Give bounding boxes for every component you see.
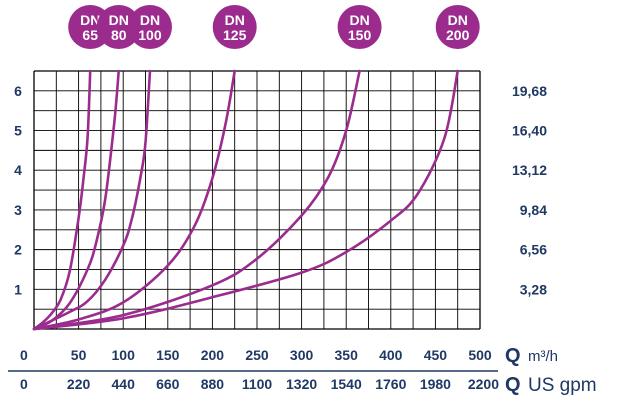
series-label-text: 150 [348, 27, 372, 43]
series-label-text: DN [140, 12, 160, 28]
x-axis-secondary-tick-label: 1980 [420, 376, 451, 392]
x-axis-primary-tick-label: 200 [201, 347, 225, 363]
series-label-text: DN [225, 12, 245, 28]
curve-dn150 [32, 69, 361, 331]
x-axis-q-symbol-secondary: Q [505, 374, 521, 396]
chart-tick-labels: 1 2 3 4 5 6 3,28 6,56 9,84 13,12 16,40 19,68 0 50 100 1… [14, 83, 547, 392]
x-axis-secondary-tick-label: 2200 [468, 376, 499, 392]
x-axis-secondary-tick-label: 0 [20, 376, 28, 392]
series-label-text: 125 [223, 27, 247, 43]
x-axis-primary-tick-label: 300 [290, 347, 314, 363]
y-axis-right-tick-label: 19,68 [512, 83, 547, 99]
y-axis-left-tick-label: 4 [14, 162, 22, 178]
curve-dn200 [32, 69, 459, 331]
x-axis-primary-tick-label: 500 [468, 347, 492, 363]
chart-curves [32, 69, 459, 331]
y-axis-right-tick-label: 3,28 [520, 281, 547, 297]
series-badge-dn200 [435, 5, 480, 49]
series-label-text: DN [448, 12, 468, 28]
series-badge-dn100 [127, 5, 172, 49]
series-label-text: DN [349, 12, 369, 28]
curve-dn125 [32, 69, 236, 331]
x-axis-primary-tick-label: 100 [112, 347, 136, 363]
x-axis-secondary-tick-label: 1100 [242, 376, 273, 392]
series-label-text: 65 [82, 27, 98, 43]
series-label-text: 80 [111, 27, 127, 43]
series-label-text: DN [80, 12, 100, 28]
series-badge-dn125 [212, 5, 257, 49]
x-axis-primary-tick-label: 150 [156, 347, 180, 363]
x-axis-secondary-tick-label: 440 [112, 376, 136, 392]
series-label-text: 200 [446, 27, 470, 43]
x-axis-primary-tick-label: 50 [71, 347, 87, 363]
y-axis-left-tick-label: 5 [14, 123, 22, 139]
curve-dn80 [32, 69, 120, 331]
y-axis-left-tick-label: 2 [14, 242, 22, 258]
x-axis-primary-tick-label: 450 [424, 347, 448, 363]
x-axis-primary-tick-label: 350 [335, 347, 359, 363]
y-axis-right-tick-label: 13,12 [512, 162, 547, 178]
y-axis-left-tick-label: 3 [14, 202, 22, 218]
x-axis-primary-tick-label: 400 [379, 347, 403, 363]
y-axis-right-tick-label: 6,56 [520, 242, 547, 258]
x-axis-secondary-tick-label: 220 [67, 376, 91, 392]
x-axis-secondary-tick-label: 1540 [331, 376, 362, 392]
series-label-text: DN [109, 12, 129, 28]
x-axis-unit-primary: m³/h [528, 348, 558, 365]
x-axis-secondary-tick-label: 1320 [286, 376, 317, 392]
x-axis-secondary-tick-label: 660 [156, 376, 180, 392]
x-axis-primary-tick-label: 250 [245, 347, 269, 363]
series-badge-dn80 [96, 5, 141, 49]
y-axis-left-tick-label: 6 [14, 83, 22, 99]
x-axis-q-symbol-primary: Q [505, 345, 521, 367]
y-axis-right-tick-label: 9,84 [520, 202, 547, 218]
y-axis-left-tick-label: 1 [14, 281, 22, 297]
series-badge-dn150 [337, 5, 382, 49]
x-axis-secondary-tick-label: 880 [201, 376, 225, 392]
x-axis-primary-tick-label: 0 [20, 347, 28, 363]
series-label-text: 100 [138, 27, 162, 43]
y-axis-right-tick-label: 16,40 [512, 123, 547, 139]
curve-dn65 [32, 69, 92, 331]
x-axis-unit-secondary: US gpm [528, 375, 597, 396]
curve-dn100 [32, 69, 152, 331]
x-axis-secondary-tick-label: 1760 [375, 376, 406, 392]
